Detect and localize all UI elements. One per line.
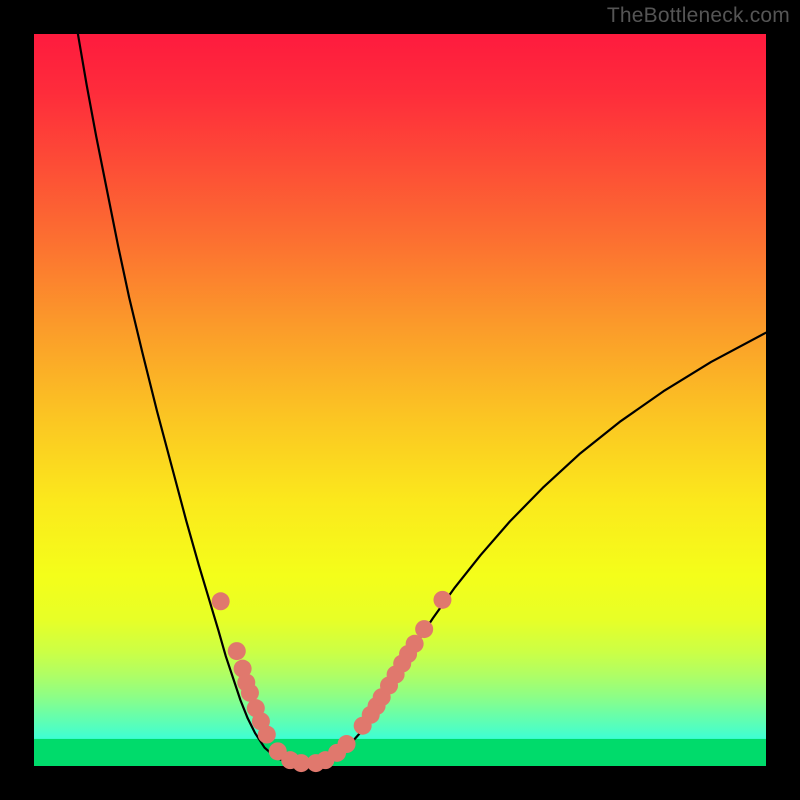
data-marker — [415, 620, 433, 638]
watermark-text: TheBottleneck.com — [607, 4, 790, 28]
data-marker — [338, 735, 356, 753]
data-marker — [258, 726, 276, 744]
data-marker — [433, 591, 451, 609]
green-band — [34, 739, 766, 766]
data-marker — [212, 592, 230, 610]
data-marker — [228, 642, 246, 660]
chart-svg — [0, 0, 800, 800]
chart-container: TheBottleneck.com — [0, 0, 800, 800]
data-marker — [241, 684, 259, 702]
